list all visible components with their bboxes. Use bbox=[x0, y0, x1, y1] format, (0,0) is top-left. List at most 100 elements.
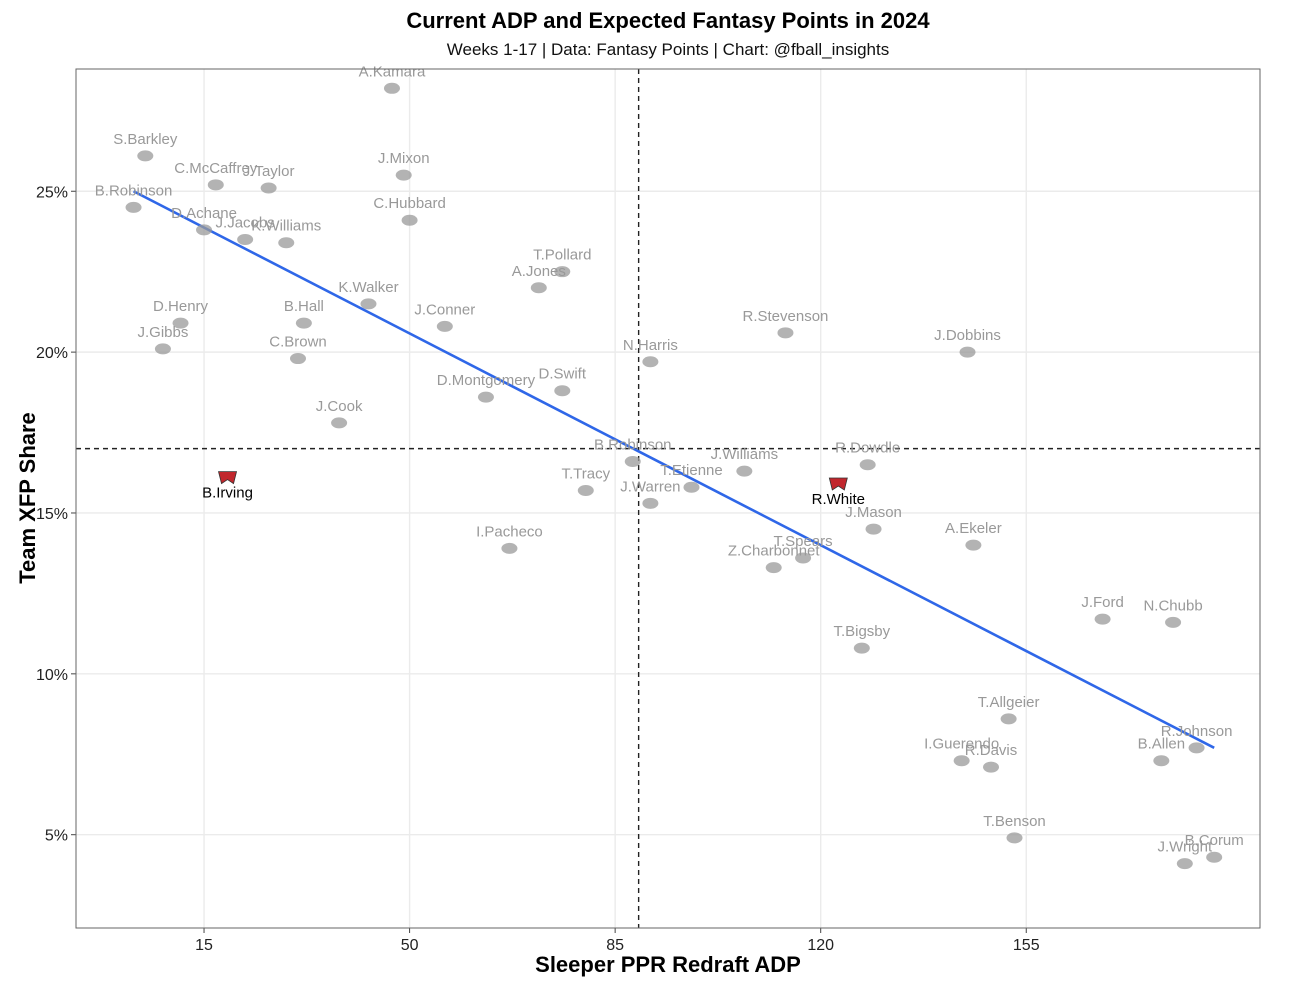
data-point: J.Mixon bbox=[378, 150, 430, 181]
point-label: J.Wright bbox=[1157, 839, 1213, 856]
axis-ticks: 15 50 85 120 155 5% 10% 15% 20% 25% bbox=[36, 184, 1040, 954]
team-logo-marker bbox=[577, 484, 594, 496]
team-logo-marker bbox=[859, 459, 876, 471]
point-label: B.Corum bbox=[1185, 832, 1244, 849]
x-tick-label: 155 bbox=[1013, 937, 1040, 954]
trend-line bbox=[132, 190, 1215, 749]
x-axis-label: Sleeper PPR Redraft ADP bbox=[535, 952, 801, 977]
highlight-marker bbox=[218, 471, 238, 485]
point-label: J.Conner bbox=[414, 301, 475, 318]
data-point: D.Montgomery bbox=[437, 372, 536, 403]
data-point: J.Conner bbox=[414, 301, 475, 332]
data-point: C.Brown bbox=[269, 334, 327, 365]
point-label: D.Achane bbox=[171, 205, 237, 222]
point-label: A.Kamara bbox=[359, 63, 426, 80]
data-point: T.Spears bbox=[773, 533, 833, 564]
point-label: R.Stevenson bbox=[743, 308, 829, 325]
point-label: T.Etienne bbox=[660, 462, 723, 479]
grid-lines bbox=[76, 69, 1260, 928]
point-label: K.Walker bbox=[338, 279, 398, 296]
team-logo-marker bbox=[154, 343, 171, 355]
y-tick-label: 10% bbox=[36, 667, 68, 684]
chart-subtitle: Weeks 1-17 | Data: Fantasy Points | Char… bbox=[446, 40, 890, 59]
team-logo-marker bbox=[1206, 851, 1223, 863]
data-point: R.Johnson bbox=[1161, 723, 1232, 754]
point-label: J.Ford bbox=[1081, 594, 1124, 611]
team-logo-marker bbox=[642, 356, 659, 368]
point-label: B.Robinson bbox=[95, 182, 173, 199]
point-label: B.Robinson bbox=[594, 437, 672, 454]
team-logo-marker bbox=[172, 317, 189, 329]
data-point: A.Jones bbox=[512, 263, 566, 294]
point-label: J.Taylor bbox=[243, 163, 295, 180]
team-logo-marker bbox=[436, 320, 453, 332]
team-logo-marker bbox=[501, 542, 518, 554]
data-point: B.Robinson bbox=[594, 437, 672, 468]
data-point: J.Ford bbox=[1081, 594, 1124, 625]
point-label: I.Guerendo bbox=[924, 736, 999, 753]
data-point: A.Kamara bbox=[359, 63, 426, 94]
data-point: J.Gibbs bbox=[137, 324, 188, 355]
point-label: B.Allen bbox=[1138, 736, 1186, 753]
point-label: J.Cook bbox=[316, 398, 363, 415]
team-logo-marker bbox=[795, 552, 812, 564]
data-point: B.Robinson bbox=[95, 182, 173, 213]
data-point: J.Jacobs bbox=[216, 215, 275, 246]
team-logo-marker bbox=[765, 562, 782, 574]
point-label: C.Hubbard bbox=[373, 195, 446, 212]
data-point: J.Dobbins bbox=[934, 327, 1001, 358]
team-logo-marker bbox=[736, 465, 753, 477]
x-tick-label: 120 bbox=[807, 937, 834, 954]
team-logo-marker bbox=[278, 237, 295, 249]
team-logo-marker bbox=[383, 82, 400, 94]
team-logo-marker bbox=[983, 761, 1000, 773]
team-logo-marker bbox=[683, 481, 700, 493]
team-logo-marker bbox=[777, 327, 794, 339]
team-logo-marker bbox=[395, 169, 412, 181]
point-label: J.Mason bbox=[845, 504, 902, 521]
point-label: R.Dowdle bbox=[835, 440, 900, 457]
team-logo-marker bbox=[237, 234, 254, 246]
team-logo-marker bbox=[260, 182, 277, 194]
data-point: T.Benson bbox=[983, 813, 1046, 844]
data-point: B.Hall bbox=[284, 298, 324, 329]
point-label: R.Davis bbox=[965, 742, 1018, 759]
point-label: T.Bigsby bbox=[833, 623, 890, 640]
point-label: C.McCaffrey bbox=[174, 160, 258, 177]
data-point: J.Mason bbox=[845, 504, 902, 535]
data-point: S.Barkley bbox=[113, 131, 178, 162]
point-label: J.Jacobs bbox=[216, 215, 275, 232]
point-label: A.Ekeler bbox=[945, 520, 1002, 537]
data-point: A.Ekeler bbox=[945, 520, 1002, 551]
team-logo-marker bbox=[853, 642, 870, 654]
data-point: D.Achane bbox=[171, 205, 237, 236]
point-label: I.Pacheco bbox=[476, 523, 543, 540]
team-logo-marker bbox=[360, 298, 377, 310]
point-label: J.Williams bbox=[711, 446, 779, 463]
point-label: J.Gibbs bbox=[137, 324, 188, 341]
data-point: R.Dowdle bbox=[835, 440, 900, 471]
team-logo-marker bbox=[290, 353, 306, 365]
team-logo-marker bbox=[207, 179, 224, 191]
x-tick-label: 85 bbox=[606, 937, 624, 954]
data-point: T.Pollard bbox=[533, 247, 591, 278]
point-label: J.Mixon bbox=[378, 150, 430, 167]
point-label: N.Chubb bbox=[1143, 597, 1202, 614]
data-point: T.Etienne bbox=[660, 462, 723, 493]
highlight-marker bbox=[828, 477, 848, 491]
point-label: A.Jones bbox=[512, 263, 566, 280]
data-point: I.Guerendo bbox=[924, 736, 999, 767]
data-point: D.Henry bbox=[153, 298, 209, 329]
point-label: K.Williams bbox=[251, 218, 321, 235]
point-label: D.Swift bbox=[539, 366, 587, 383]
team-logo-marker bbox=[295, 317, 312, 329]
team-logo-marker bbox=[865, 523, 882, 535]
team-logo-marker bbox=[642, 497, 659, 509]
team-logo-marker bbox=[1188, 742, 1205, 754]
point-label: D.Henry bbox=[153, 298, 209, 315]
team-logo-marker bbox=[554, 385, 571, 397]
x-tick-label: 50 bbox=[401, 937, 419, 954]
point-label: B.Irving bbox=[202, 485, 253, 502]
team-logo-marker bbox=[953, 755, 970, 767]
